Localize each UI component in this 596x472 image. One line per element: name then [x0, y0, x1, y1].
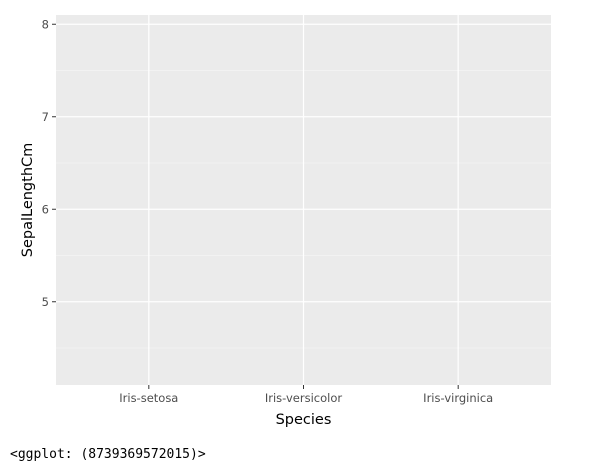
ggplot-repr-output: <ggplot: (8739369572015)>	[10, 447, 206, 462]
y-axis-title: SepalLengthCm	[20, 143, 36, 258]
y-tick-label: 6	[42, 202, 49, 216]
x-axis-title: Species	[276, 412, 332, 428]
x-tick-label: Iris-virginica	[423, 391, 493, 405]
chart-figure: 5 6 7 8 Iris-setosa Iris-versicolor Iris-virg…	[20, 15, 551, 428]
x-axis-ticks: Iris-setosa Iris-versicolor Iris-virginica	[119, 385, 493, 405]
y-axis-ticks: 5 6 7 8	[42, 17, 56, 309]
x-tick-label: Iris-versicolor	[265, 391, 343, 405]
y-tick-label: 5	[42, 295, 49, 309]
x-tick-label: Iris-setosa	[119, 391, 178, 405]
major-gridlines	[56, 15, 551, 385]
y-tick-label: 7	[42, 110, 49, 124]
y-tick-label: 8	[42, 17, 49, 31]
